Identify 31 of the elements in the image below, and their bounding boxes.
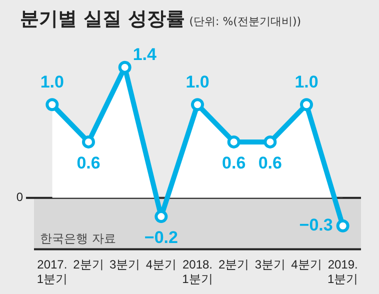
x-tick-label: 4분기	[291, 258, 322, 272]
chart-title: 분기별 실질 성장률	[20, 8, 186, 30]
data-label: 0.6	[76, 154, 100, 173]
point	[300, 98, 313, 112]
x-tick-label: 2분기	[73, 258, 104, 272]
data-label: −0.2	[144, 228, 178, 248]
point	[82, 135, 95, 148]
data-label: 1.0	[40, 72, 64, 92]
ref-line-label: 0	[16, 190, 24, 204]
chart-subtitle: (단위: %(전분기대비))	[189, 15, 302, 28]
data-label: 1.0	[186, 72, 210, 92]
x-tick-label: 3분기	[109, 258, 140, 272]
data-label: 1.0	[294, 72, 318, 92]
x-tick-label: 2019. 1분기	[327, 258, 358, 286]
data-label: −0.3	[299, 216, 333, 235]
point	[154, 210, 168, 224]
x-tick-label: 2분기	[218, 258, 250, 272]
data-label: 0.6	[258, 154, 282, 173]
point	[46, 98, 59, 112]
point	[118, 60, 132, 74]
text: 한국은행 자료	[40, 231, 116, 246]
point	[191, 98, 204, 112]
x-tick-label: 2018. 1분기	[182, 258, 213, 286]
x-tick-label: 2017. 1분기	[36, 258, 68, 286]
data-label: 1.4	[132, 45, 158, 64]
x-tick-label: 4분기	[146, 258, 177, 272]
x-tick-label: 3분기	[254, 258, 286, 272]
point	[336, 219, 350, 232]
data-label: 0.6	[222, 154, 246, 173]
point	[227, 135, 240, 148]
point	[264, 135, 277, 148]
